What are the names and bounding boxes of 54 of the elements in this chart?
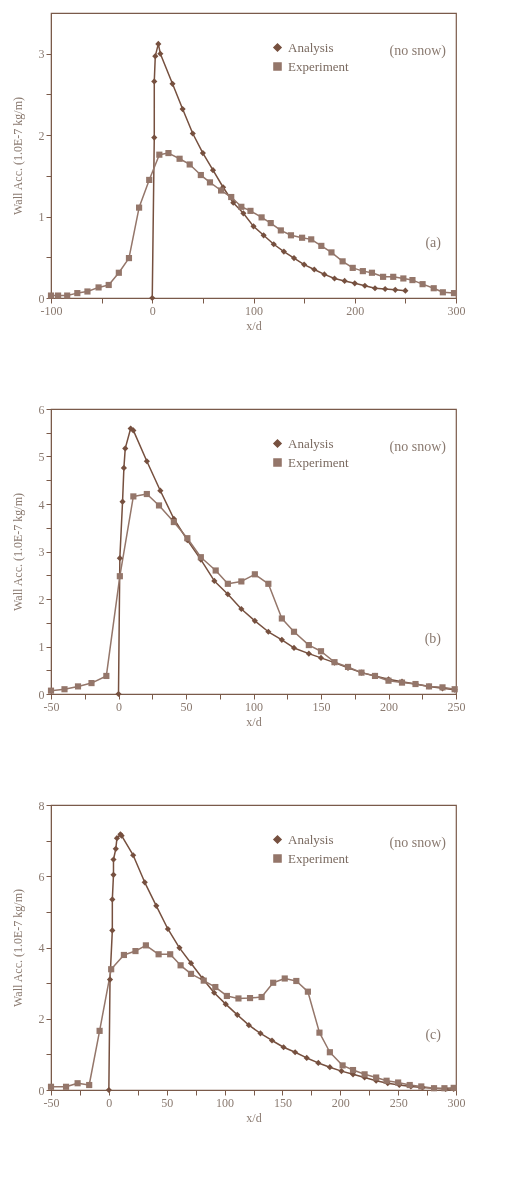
y-axis-title: Wall Acc. (1.0E-7 kg/m) [10, 492, 25, 612]
x-axis-title: x/d [246, 1110, 262, 1125]
legend-label: Experiment [288, 58, 350, 74]
y-tick-label: 3 [38, 545, 45, 559]
legend-label: Analysis [288, 435, 334, 451]
y-tick-label: 3 [38, 47, 45, 62]
x-tick-label: 0 [106, 1095, 113, 1110]
y-tick-label: 6 [38, 402, 45, 417]
y-tick-label: 2 [38, 592, 45, 607]
legend-label: Analysis [288, 831, 334, 847]
annotation: (no snow) [389, 439, 447, 455]
y-tick-label: 0 [38, 687, 45, 702]
annotation: (c) [425, 1027, 442, 1043]
y-tick-label: 4 [38, 941, 45, 955]
x-tick-label: 200 [331, 1095, 350, 1110]
x-tick-label: 50 [180, 699, 193, 714]
x-axis-title: x/d [246, 318, 262, 333]
y-axis-title: Wall Acc. (1.0E-7 kg/m) [10, 888, 25, 1008]
y-tick-label: 1 [38, 210, 45, 225]
legend-label: Analysis [288, 39, 334, 55]
x-tick-label: 300 [447, 303, 466, 318]
x-tick-label: 100 [245, 699, 263, 714]
x-tick-label: 0 [116, 699, 122, 714]
annotation: (b) [424, 631, 442, 647]
legend-label: Experiment [288, 454, 350, 470]
y-tick-label: 5 [38, 450, 45, 464]
annotation: (a) [425, 235, 442, 251]
y-tick-label: 2 [38, 1012, 45, 1027]
y-tick-label: 4 [38, 497, 45, 512]
legend-label: Experiment [288, 850, 350, 866]
annotation: (no snow) [389, 835, 447, 851]
x-tick-label: 100 [245, 303, 263, 318]
y-tick-label: 2 [38, 128, 45, 143]
x-tick-label: 250 [447, 699, 466, 714]
x-axis-title: x/d [246, 714, 262, 729]
x-tick-label: 0 [149, 303, 156, 318]
x-tick-label: 300 [447, 1095, 466, 1110]
y-tick-label: 0 [38, 1083, 45, 1098]
y-tick-label: 6 [38, 869, 45, 884]
x-tick-label: 100 [216, 1095, 235, 1110]
x-tick-label: -100 [40, 303, 63, 318]
y-tick-label: 0 [38, 291, 45, 306]
x-tick-label: 200 [380, 699, 398, 714]
x-tick-label: -50 [43, 699, 60, 714]
x-tick-label: 150 [273, 1095, 292, 1110]
x-tick-label: 250 [389, 1095, 408, 1110]
x-tick-label: -50 [43, 1095, 60, 1110]
y-tick-label: 8 [38, 798, 45, 813]
x-tick-label: 200 [346, 303, 365, 318]
y-axis-title: Wall Acc. (1.0E-7 kg/m) [10, 96, 25, 216]
y-tick-label: 1 [38, 640, 45, 654]
annotation: (no snow) [389, 43, 447, 59]
x-tick-label: 50 [161, 1095, 174, 1110]
x-tick-label: 150 [312, 699, 331, 714]
